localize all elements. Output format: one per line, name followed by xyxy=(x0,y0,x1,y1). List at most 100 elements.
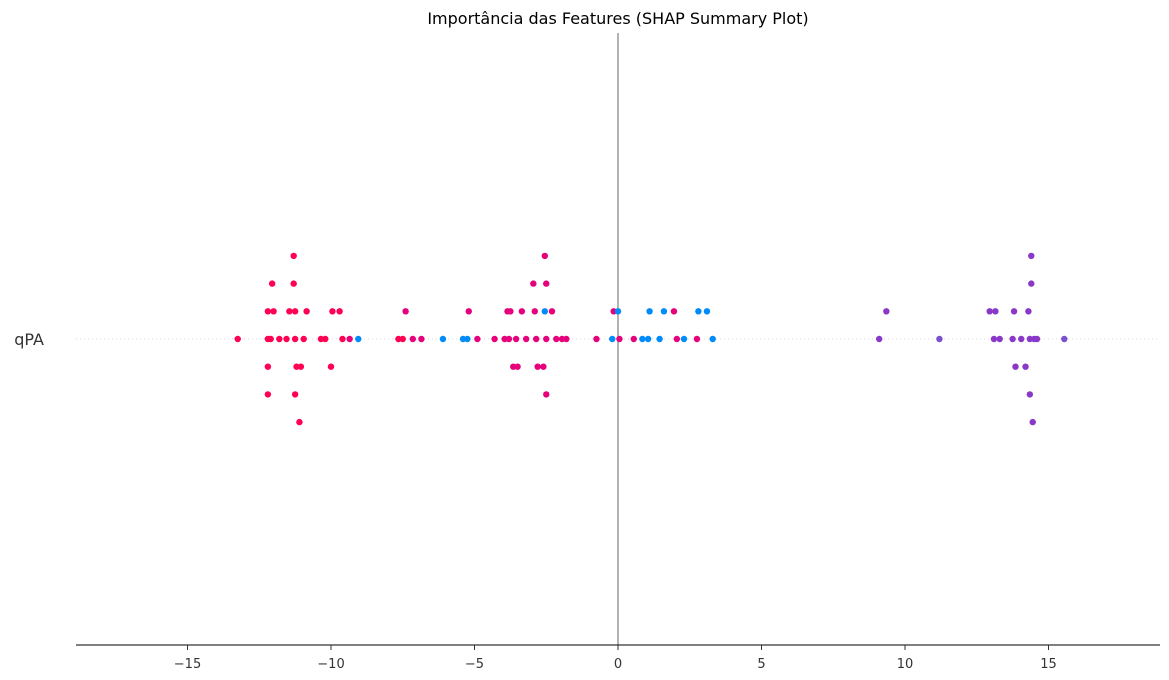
shap-point xyxy=(1022,363,1029,370)
shap-point xyxy=(439,335,447,343)
shap-point xyxy=(656,335,663,343)
shap-point xyxy=(593,335,600,343)
x-axis-ticks: −15 −10 −5 0 5 10 15 xyxy=(174,645,1057,672)
feature-label-qpa: qPA xyxy=(14,330,44,349)
shap-point xyxy=(1025,308,1032,315)
shap-point xyxy=(512,335,520,343)
shap-point xyxy=(267,335,274,343)
shap-point xyxy=(355,335,362,343)
shap-point xyxy=(548,308,556,315)
shap-point xyxy=(553,335,560,343)
x-tick-label: 10 xyxy=(897,657,914,672)
chart-title: Importância das Features (SHAP Summary P… xyxy=(427,9,808,28)
x-tick-label: 0 xyxy=(614,657,622,672)
shap-point xyxy=(1029,418,1036,426)
shap-point xyxy=(518,308,526,315)
shap-point xyxy=(883,308,890,315)
shap-point xyxy=(541,308,549,315)
x-tick-label: −5 xyxy=(465,657,484,672)
shap-point xyxy=(1033,335,1041,343)
shap-point xyxy=(522,335,530,343)
shap-point xyxy=(543,391,550,398)
shap-point xyxy=(1018,335,1025,343)
shap-point xyxy=(291,391,299,398)
shap-point xyxy=(1012,363,1019,370)
x-tick-label: −10 xyxy=(317,657,344,672)
shap-point xyxy=(491,335,498,343)
shap-point xyxy=(614,308,622,315)
shap-point xyxy=(303,308,310,315)
shap-point xyxy=(409,335,416,343)
shap-point xyxy=(327,363,335,370)
shap-point xyxy=(291,335,299,343)
shap-point xyxy=(268,280,276,287)
shap-point xyxy=(670,308,678,315)
shap-point xyxy=(695,308,702,315)
shap-point xyxy=(264,363,272,370)
shap-point xyxy=(1028,252,1035,260)
shap-point xyxy=(290,252,297,260)
shap-point xyxy=(534,363,541,370)
shap-point xyxy=(990,335,998,343)
shap-point xyxy=(875,335,883,343)
shap-point xyxy=(465,308,472,315)
shap-point xyxy=(402,308,409,315)
shap-point xyxy=(996,335,1003,343)
shap-point xyxy=(507,308,514,315)
x-tick-label: −15 xyxy=(174,657,201,672)
shap-point xyxy=(264,308,272,315)
shap-point xyxy=(1009,335,1016,343)
shap-point xyxy=(339,335,346,343)
x-tick-label: 5 xyxy=(757,657,765,672)
shap-point xyxy=(464,335,471,343)
shap-point xyxy=(992,308,999,315)
shap-point xyxy=(346,335,353,343)
shap-point xyxy=(418,335,425,343)
shap-point xyxy=(936,335,943,343)
shap-point xyxy=(644,335,652,343)
shap-point xyxy=(540,363,547,370)
shap-point xyxy=(693,335,701,343)
shap-point xyxy=(530,280,537,287)
shap-point xyxy=(709,335,716,343)
shap-point xyxy=(474,335,481,343)
shap-point xyxy=(609,335,616,343)
shap-point xyxy=(630,335,637,343)
shap-point xyxy=(322,335,329,343)
shap-point xyxy=(660,308,668,315)
shap-point xyxy=(533,335,540,343)
shap-point xyxy=(673,335,681,343)
shap-point xyxy=(297,363,305,370)
shap-point xyxy=(264,391,272,398)
shap-point xyxy=(336,308,343,315)
shap-point xyxy=(283,335,290,343)
shap-point xyxy=(543,335,550,343)
shap-point xyxy=(680,335,688,343)
shap-point xyxy=(300,335,307,343)
shap-point xyxy=(234,335,241,343)
shap-point xyxy=(986,308,993,315)
shap-point xyxy=(286,308,293,315)
shap-point xyxy=(296,418,303,426)
shap-point xyxy=(270,308,277,315)
shap-point xyxy=(291,308,299,315)
shap-point xyxy=(514,363,521,370)
shap-point xyxy=(703,308,711,315)
shap-points xyxy=(234,252,1068,426)
shap-point xyxy=(1028,280,1035,287)
shap-point xyxy=(399,335,406,343)
shap-point xyxy=(646,308,653,315)
shap-point xyxy=(1010,308,1018,315)
shap-point xyxy=(505,335,513,343)
shap-point xyxy=(616,335,623,343)
shap-point xyxy=(639,335,646,343)
x-tick-label: 15 xyxy=(1040,657,1057,672)
shap-point xyxy=(290,280,297,287)
shap-point xyxy=(1061,335,1068,343)
shap-point xyxy=(531,308,538,315)
shap-point xyxy=(329,308,336,315)
shap-point xyxy=(563,335,570,343)
shap-point xyxy=(543,280,550,287)
shap-point xyxy=(276,335,283,343)
